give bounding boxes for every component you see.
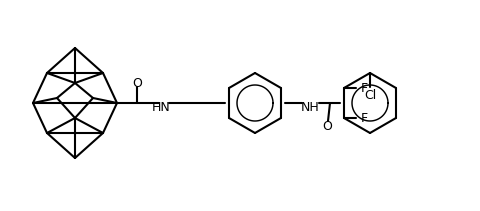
Text: HN: HN [151,100,170,114]
Text: Cl: Cl [363,88,375,101]
Text: O: O [322,120,331,134]
Text: F: F [360,81,367,95]
Text: NH: NH [300,100,319,114]
Text: O: O [132,77,142,89]
Text: F: F [360,111,367,124]
